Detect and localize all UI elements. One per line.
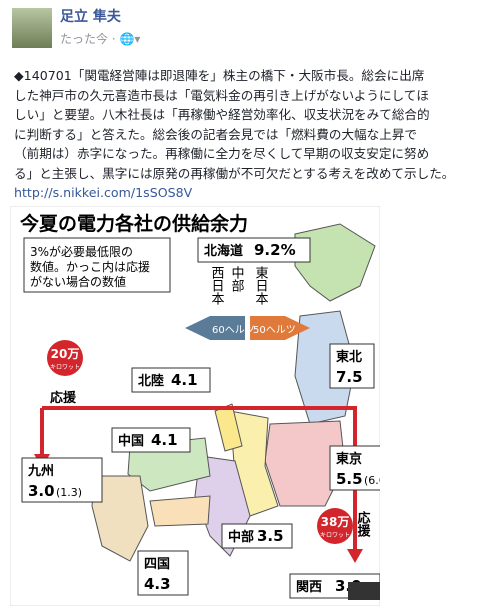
- region-sub: (1.3): [56, 486, 82, 499]
- region-value: 7.5: [336, 368, 363, 386]
- region-name: 東京: [336, 451, 362, 467]
- post-line: （前期は）赤字になった。再稼働に全力を尽くして早期の収支安定に努め: [14, 146, 430, 161]
- support-label: 応援: [355, 510, 371, 538]
- post-link[interactable]: http://s.nikkei.com/1sSOS8V: [14, 185, 193, 200]
- region-name: 九州: [27, 464, 54, 479]
- region-value: 4.3: [144, 575, 171, 593]
- hz-label: 50ヘルツ: [253, 325, 296, 336]
- region-box: [131, 367, 211, 393]
- region-name: 中国: [118, 433, 144, 449]
- note-line: 3%が必要最低限の: [30, 244, 133, 259]
- image-title: 今夏の電力各社の供給余力: [19, 212, 248, 235]
- region-value: 4.1: [171, 371, 198, 389]
- support-label: 応援: [50, 390, 77, 406]
- region-value: 3.5: [257, 527, 284, 545]
- post-line: しい」と要望。八木社長は「再稼働や経営効率化、収支状況をみて総合的: [14, 107, 430, 122]
- avatar[interactable]: [12, 8, 52, 48]
- time-text: たった今 ·: [60, 32, 120, 46]
- region-name: 中部: [228, 529, 254, 545]
- post-line: した神戸市の久元喜造市長は「電気料金の再引き上げがないようにしてほ: [14, 87, 429, 103]
- region-sub: (6.6): [364, 474, 380, 487]
- region-name: 北海道: [204, 243, 243, 259]
- post-line: る」と主張し、黒字には原発の再稼働が不可欠だとする考えを改めて示した。: [14, 165, 455, 181]
- support-unit: キロワット: [50, 364, 80, 371]
- region-box: [111, 427, 191, 453]
- region-box: [329, 445, 380, 491]
- post-line: に判断する」と答えた。総会後の記者会見では「燃料費の大幅な上昇で: [14, 126, 417, 142]
- region-box: [221, 523, 293, 549]
- region-box: [197, 237, 311, 263]
- region-name: 関西: [296, 580, 322, 595]
- region-value: 3.0: [28, 482, 55, 500]
- support-amount: 38万: [321, 515, 350, 529]
- infographic: 今夏の電力各社の供給余力 3%が必要最低限の数値。かっこ内は応援がない場合の数値…: [10, 206, 380, 606]
- region-box: [329, 343, 375, 389]
- region-name: 四国: [144, 557, 170, 572]
- region-box: [137, 550, 189, 596]
- note-line: がない場合の数値: [30, 274, 126, 289]
- vertical-label: 東日本: [253, 265, 269, 305]
- author[interactable]: 足立 隼夫: [60, 9, 121, 25]
- time: たった今 · 🌐▾: [60, 32, 141, 46]
- region-name: 東北: [336, 349, 362, 365]
- region-box: [21, 457, 103, 503]
- region-value: 9.2%: [254, 241, 296, 259]
- note-line: 数値。かっこ内は応援: [30, 259, 150, 274]
- vertical-label: 中部: [229, 266, 245, 292]
- post-line: ◆140701「関電経営陣は即退陣を」株主の橋下・大阪市長。総会に出席: [14, 68, 425, 83]
- support-amount: 20万: [51, 347, 80, 361]
- region-name: 北陸: [138, 373, 164, 389]
- region-value: 4.1: [151, 431, 178, 449]
- hz-label: 60ヘルツ: [212, 325, 255, 336]
- post-text: ◆140701「関電経営陣は即退陣を」株主の橋下・大阪市長。総会に出席 した神戸市…: [14, 66, 454, 203]
- support-unit: キロワット: [320, 532, 350, 539]
- region-value: 5.5: [336, 470, 363, 488]
- vertical-label: 西日本: [209, 266, 225, 305]
